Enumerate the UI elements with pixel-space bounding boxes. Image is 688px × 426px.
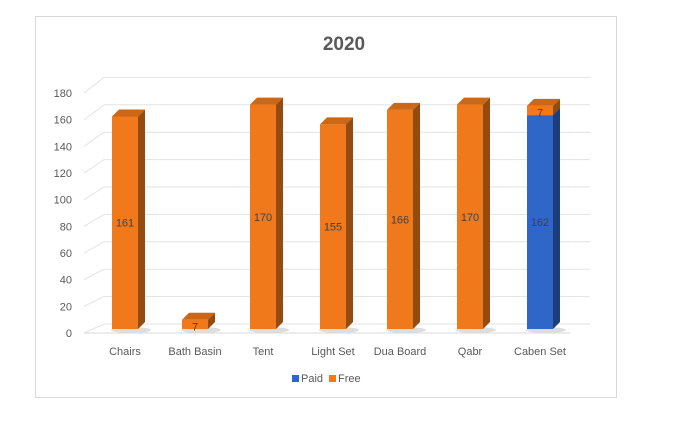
- gridline-side: [83, 104, 105, 121]
- bar-free: [527, 105, 553, 116]
- bar-side: [276, 97, 283, 329]
- bar-side: [553, 98, 560, 116]
- gridline-side: [83, 77, 105, 94]
- bar-side: [208, 312, 215, 329]
- bar-side: [553, 108, 560, 329]
- bar-free: [112, 116, 138, 329]
- x-tick-label: Tent: [253, 346, 274, 358]
- bar-free: [250, 104, 276, 329]
- gridline-side: [83, 213, 105, 227]
- data-label: 166: [391, 214, 409, 226]
- chart-title: 2020: [322, 34, 366, 55]
- y-tick-label: 60: [60, 248, 72, 260]
- gridline-side: [83, 186, 105, 201]
- x-tick-label: Dua Board: [374, 346, 427, 358]
- bar-top: [250, 97, 283, 105]
- gridline-side: [83, 268, 105, 281]
- data-label: 170: [254, 212, 272, 224]
- bar-side: [138, 109, 145, 329]
- bar-free: [182, 319, 208, 329]
- legend-label: Paid: [301, 373, 323, 385]
- gridline-side: [83, 159, 105, 174]
- data-label: 7: [537, 108, 543, 120]
- x-tick-label: Chairs: [109, 346, 141, 358]
- bar-side: [413, 102, 420, 329]
- bar-free: [320, 124, 346, 330]
- bar-paid: [527, 115, 553, 329]
- legend-label: Free: [338, 373, 361, 385]
- y-tick-label: 180: [54, 88, 72, 100]
- y-tick-label: 140: [54, 141, 72, 153]
- gridline-side: [83, 131, 105, 147]
- bar-free: [387, 109, 413, 329]
- x-tick-label: Qabr: [458, 346, 483, 358]
- y-tick-label: 120: [54, 168, 72, 180]
- bar-top: [527, 98, 560, 106]
- y-tick-label: 20: [60, 301, 72, 313]
- y-tick-label: 100: [54, 195, 72, 207]
- data-label: 155: [324, 222, 342, 234]
- data-label: 162: [531, 217, 549, 229]
- bar-top: [112, 109, 145, 117]
- legend-swatch-free: [329, 375, 336, 382]
- chart-area: [35, 16, 617, 398]
- bar-side: [483, 97, 490, 329]
- y-tick-label: 80: [60, 221, 72, 233]
- bar-free: [457, 104, 483, 329]
- y-tick-label: 40: [60, 275, 72, 287]
- bar-top: [182, 312, 215, 320]
- gridline-side: [83, 241, 105, 254]
- bar-top: [320, 117, 353, 125]
- gridline-side: [83, 323, 105, 334]
- bar-top: [457, 97, 490, 105]
- y-tick-label: 0: [66, 328, 72, 340]
- gridline-side: [83, 296, 105, 307]
- data-label: 161: [116, 218, 134, 230]
- data-label: 170: [461, 212, 479, 224]
- x-tick-label: Light Set: [311, 346, 354, 358]
- x-tick-label: Caben Set: [514, 346, 566, 358]
- bar-top: [387, 102, 420, 110]
- data-label: 7: [192, 321, 198, 333]
- x-tick-label: Bath Basin: [168, 346, 221, 358]
- legend-swatch-paid: [292, 375, 299, 382]
- y-tick-label: 160: [54, 115, 72, 127]
- bar-side: [346, 117, 353, 330]
